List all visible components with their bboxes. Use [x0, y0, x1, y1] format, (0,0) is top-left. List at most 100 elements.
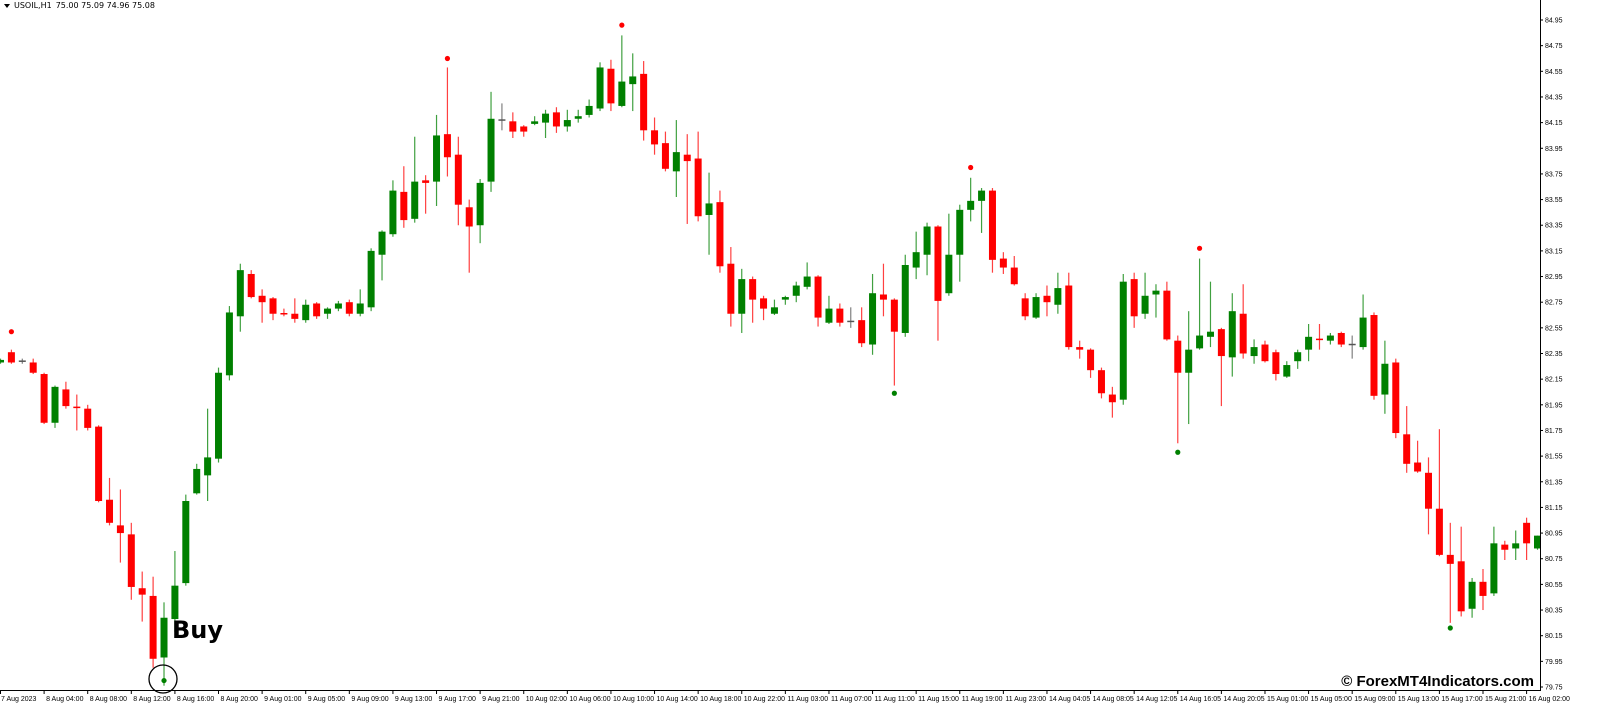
candle-body: [1424, 472, 1432, 509]
candle: [1130, 272, 1138, 328]
price-tick-label: 82.75: [1545, 300, 1563, 307]
candle-body: [716, 202, 724, 267]
price-tick-label: 82.35: [1545, 351, 1563, 358]
candle-body: [1054, 288, 1062, 305]
candle-body: [1305, 336, 1313, 350]
candle-body: [138, 588, 146, 595]
candle-body: [84, 408, 92, 428]
candle-body: [509, 121, 517, 132]
price-tick-label: 84.35: [1545, 94, 1563, 101]
candle-body: [1130, 279, 1138, 317]
candle: [1479, 568, 1487, 611]
time-tick-label: 8 Aug 16:00: [177, 696, 214, 703]
candle: [770, 299, 778, 316]
candle-body: [1152, 290, 1160, 295]
candle: [705, 172, 713, 255]
time-tick-label: 15 Aug 21:00: [1485, 696, 1526, 703]
candle-body: [127, 534, 135, 587]
candle-body: [607, 68, 615, 104]
candle-body: [890, 299, 898, 332]
candle-body: [814, 276, 822, 318]
candle-body: [1065, 285, 1073, 348]
candle: [411, 136, 419, 223]
candle: [978, 188, 986, 233]
candle-body: [422, 180, 430, 183]
price-tick-label: 80.55: [1545, 582, 1563, 589]
candle: [225, 306, 233, 381]
candle-body: [945, 254, 953, 294]
candle: [901, 254, 909, 337]
candle: [520, 125, 528, 137]
candle-body: [7, 352, 15, 363]
candle-body: [574, 116, 582, 119]
candle: [1370, 312, 1378, 400]
candle: [236, 263, 244, 332]
watermark: © ForexMT4Indicators.com: [1341, 673, 1534, 690]
time-tick-label: 10 Aug 14:00: [657, 696, 698, 703]
candle-body: [1206, 331, 1214, 337]
time-tick-label: 15 Aug 01:00: [1267, 696, 1308, 703]
candle-body: [29, 362, 37, 373]
time-tick-label: 9 Aug 17:00: [439, 696, 476, 703]
time-tick-label: 10 Aug 22:00: [744, 696, 785, 703]
buy-signal-dot: [891, 390, 897, 396]
time-tick-label: 10 Aug 10:00: [613, 696, 654, 703]
candle: [1501, 540, 1509, 561]
candle-body: [116, 525, 124, 534]
price-tick-label: 80.95: [1545, 531, 1563, 538]
candle: [138, 571, 146, 622]
candle-body: [738, 279, 746, 314]
candle: [1108, 386, 1116, 418]
candle: [62, 381, 70, 409]
candle: [1185, 311, 1193, 425]
candle-body: [770, 307, 778, 314]
candle: [1152, 284, 1160, 318]
candle-body: [1326, 335, 1334, 341]
candle-body: [901, 264, 909, 333]
candle: [313, 302, 321, 319]
price-axis[interactable]: 84.95 84.75 84.55 84.35 84.15 83.95 83.75 83.55…: [1540, 18, 1563, 692]
candle: [334, 300, 342, 312]
candle-body: [476, 182, 484, 226]
candle: [1523, 517, 1531, 561]
candle: [1261, 340, 1269, 363]
candle-body: [1283, 365, 1291, 377]
time-tick-label: 14 Aug 04:05: [1049, 696, 1090, 703]
candle: [563, 109, 571, 132]
candle-body: [879, 294, 887, 300]
candle-body: [781, 297, 789, 300]
candle: [1087, 348, 1095, 378]
price-tick-label: 81.35: [1545, 479, 1563, 486]
candle: [585, 99, 593, 118]
candle-body: [1501, 544, 1509, 550]
candle-body: [465, 207, 473, 227]
candle-body: [596, 67, 604, 109]
candle-body: [1490, 543, 1498, 594]
candle: [1359, 294, 1367, 350]
candle: [1305, 323, 1313, 362]
candle-body: [923, 226, 931, 255]
candle-body: [1087, 349, 1095, 371]
candle: [1283, 361, 1291, 378]
candle-body: [1446, 554, 1454, 564]
time-tick-label: 14 Aug 16:05: [1180, 696, 1221, 703]
candle: [988, 188, 996, 273]
candle: [356, 289, 364, 317]
candle-body: [1174, 340, 1182, 373]
triangle-down-icon[interactable]: [4, 3, 10, 8]
candle: [945, 213, 953, 296]
candle-body: [1414, 462, 1422, 472]
time-axis[interactable]: 7 Aug 2023 8 Aug 04:00 8 Aug 08:00 8 Aug 12…: [0, 690, 1570, 703]
candle: [1272, 349, 1280, 381]
candle-body: [1272, 352, 1280, 375]
candle-body: [1043, 295, 1051, 303]
candle-body: [106, 499, 114, 523]
candle-body: [1010, 267, 1018, 285]
candle: [378, 230, 386, 281]
candle: [193, 463, 201, 495]
candle-body: [1534, 535, 1541, 549]
candle: [116, 489, 124, 563]
candle-body: [683, 154, 691, 162]
candle: [825, 295, 833, 324]
